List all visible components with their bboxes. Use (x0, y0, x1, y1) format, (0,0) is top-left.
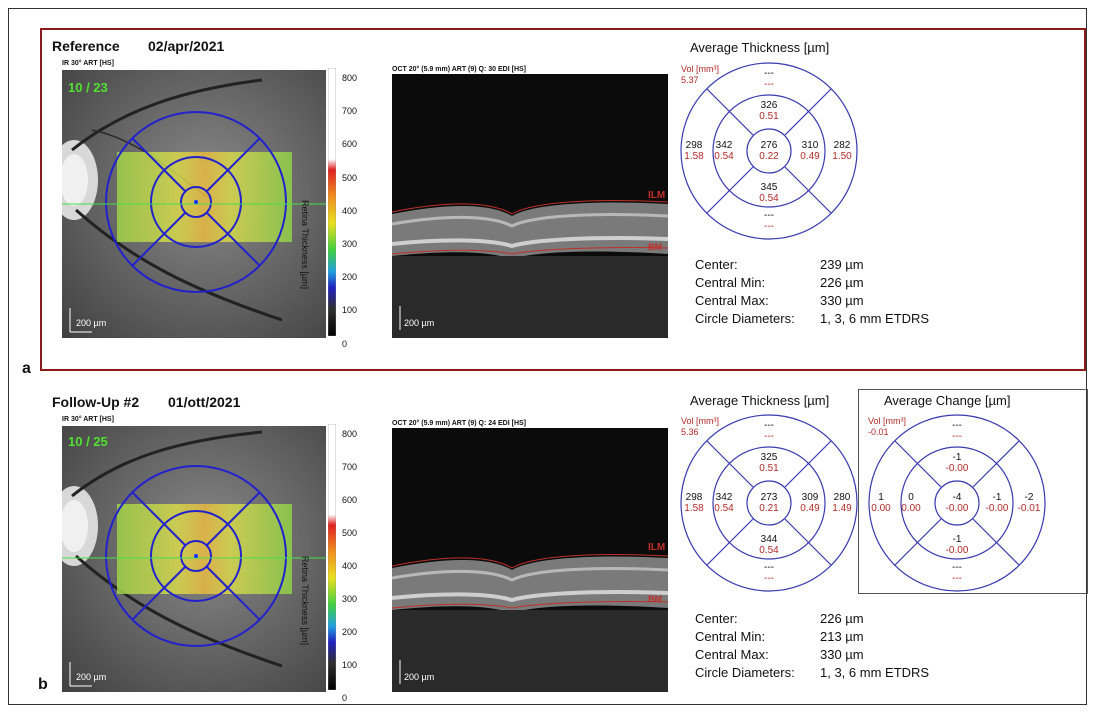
average-thickness-title-b: Average Thickness [µm] (690, 393, 830, 408)
ir-fundus-image-a: 10 / 23 200 µm (62, 70, 326, 338)
ir-scalebar-a: 200 µm (76, 318, 107, 328)
outer-right-a: 282 1.50 (832, 140, 852, 162)
change-vol-value: -0.01 (868, 427, 889, 437)
center-a: 276 0.22 (759, 140, 779, 162)
ir-fundus-image-b: 10 / 25 200 µm (62, 426, 326, 692)
bm-label-b: BM (648, 594, 662, 604)
ir-scalebar-b: 200 µm (76, 672, 107, 682)
center-b: 273 0.21 (759, 492, 779, 514)
outer-bottom-a: --- --- (764, 210, 774, 232)
ilm-label-a: ILM (648, 190, 666, 201)
panel-letter-b: b (38, 676, 48, 693)
etdrs-grid-b (678, 412, 860, 594)
change-inner-left: 0 0.00 (901, 492, 921, 514)
ir-counter-b: 10 / 25 (68, 434, 108, 449)
stats-labels-b: Center: Central Min: Central Max: Circle Di… (695, 611, 795, 680)
bm-label-a: BM (648, 242, 662, 252)
oct-scan-image-b: 200 µm ILM BM (392, 428, 668, 692)
colorbar-title-b: Retina Thickness [µm] (300, 556, 310, 646)
inner-top-a: 326 0.51 (759, 100, 779, 122)
outer-top-a: --- --- (764, 68, 774, 90)
etdrs-values-a: --- --- 326 0.51 298 1.58 342 0.54 276 0.22 3… (678, 60, 860, 242)
ir-label-b: IR 30° ART [HS] (62, 416, 114, 423)
inner-right-a: 310 0.49 (800, 140, 820, 162)
inner-bottom-a: 345 0.54 (759, 182, 779, 204)
panel-letter-a: a (22, 360, 31, 377)
ir-counter-a: 10 / 23 (68, 80, 108, 95)
change-grid (866, 412, 1048, 594)
reference-title: Reference (52, 38, 120, 54)
vol-value-b: 5.36 (681, 427, 699, 437)
change-outer-left: 1 0.00 (871, 492, 891, 514)
average-thickness-title-a: Average Thickness [µm] (690, 40, 830, 55)
reference-panel-border (40, 28, 1086, 371)
figure-frame (8, 8, 1087, 705)
colorbar-title-a: Retina Thickness [µm] (300, 200, 310, 290)
followup-title: Follow-Up #2 (52, 394, 140, 410)
inner-left-a: 342 0.54 (714, 140, 734, 162)
change-values: --- --- -1 -0.00 1 0.00 0 0.00 -4 -0.00 -1 -0.… (866, 412, 1048, 594)
oct-label-b: OCT 20° (5.9 mm) ART (9) Q: 24 EDI [HS] (392, 420, 527, 427)
reference-date: 02/apr/2021 (148, 38, 225, 54)
thickness-colorbar-b (327, 423, 337, 691)
average-change-title: Average Change [µm] (884, 393, 1011, 408)
followup-date: 01/ott/2021 (168, 394, 241, 410)
vol-label-a: Vol [mm³] (681, 64, 720, 74)
change-outer-right: -2 -0.01 (1017, 492, 1041, 514)
inner-right-b: 309 0.49 (800, 492, 820, 514)
outer-left-a: 298 1.58 (684, 140, 704, 162)
change-outer-top: --- --- (952, 420, 962, 442)
change-vol-label: Vol [mm³] (868, 416, 907, 426)
stats-values-a: 239 µm 226 µm 330 µm 1, 3, 6 mm ETDRS (820, 257, 930, 326)
outer-left-b: 298 1.58 (684, 492, 704, 514)
change-outer-bottom: --- --- (952, 562, 962, 584)
colorbar-ticks-a: 800 700 600 500 400 300 200 100 0 (342, 73, 358, 349)
inner-bottom-b: 344 0.54 (759, 534, 779, 556)
etdrs-values-b: --- --- 325 0.51 298 1.58 342 0.54 273 0.21 3… (678, 412, 860, 594)
stats-labels-a: Center: Central Min: Central Max: Circle Di… (695, 257, 795, 326)
oct-scalebar-b: 200 µm (404, 672, 435, 682)
vol-value-a: 5.37 (681, 75, 699, 85)
change-inner-bottom: -1 -0.00 (945, 534, 969, 556)
outer-bottom-b: --- --- (764, 562, 774, 584)
vol-label-b: Vol [mm³] (681, 416, 720, 426)
oct-scan-image-a: 200 µm ILM BM (392, 74, 668, 338)
inner-left-b: 342 0.54 (714, 492, 734, 514)
ilm-label-b: ILM (648, 542, 666, 553)
outer-right-b: 280 1.49 (832, 492, 852, 514)
etdrs-grid-a (678, 60, 860, 242)
average-change-box (858, 389, 1088, 594)
oct-scalebar-a: 200 µm (404, 318, 435, 328)
change-center: -4 -0.00 (945, 492, 969, 514)
stats-values-b: 226 µm 213 µm 330 µm 1, 3, 6 mm ETDRS (820, 611, 930, 680)
colorbar-ticks-b: 800 700 600 500 400 300 200 100 0 (342, 429, 358, 703)
oct-label-a: OCT 20° (5.9 mm) ART (9) Q: 30 EDI [HS] (392, 66, 527, 73)
ir-label-a: IR 30° ART [HS] (62, 60, 114, 67)
change-inner-right: -1 -0.00 (985, 492, 1009, 514)
change-inner-top: -1 -0.00 (945, 452, 969, 474)
outer-top-b: --- --- (764, 420, 774, 442)
inner-top-b: 325 0.51 (759, 452, 779, 474)
thickness-colorbar-a (327, 67, 337, 337)
